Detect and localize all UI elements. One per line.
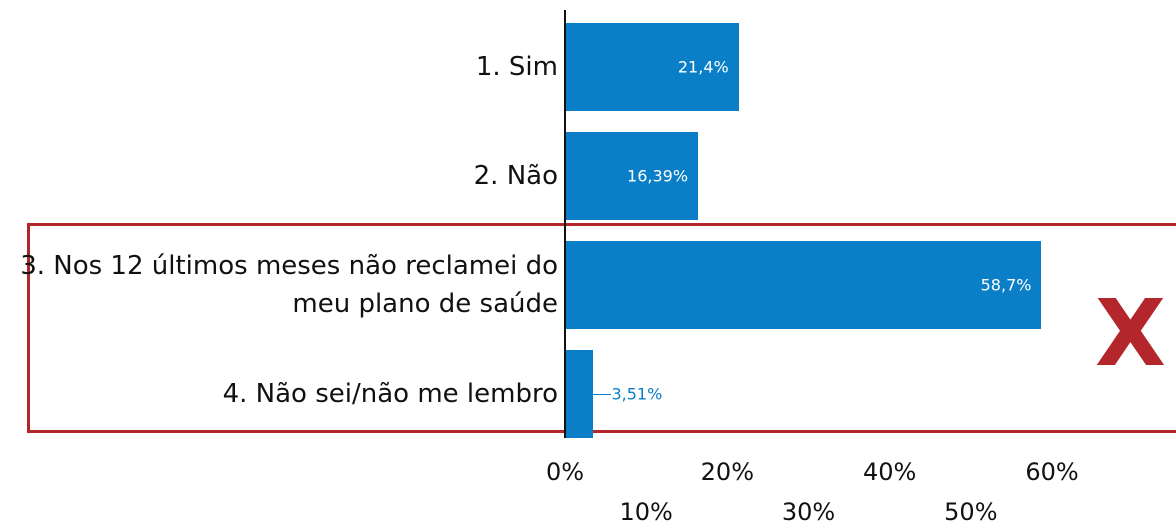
bar (565, 350, 594, 438)
x-tick-label: 20% (700, 458, 754, 486)
highlight-box (27, 223, 1176, 433)
bar (565, 241, 1042, 329)
value-label: 16,39% (627, 166, 689, 186)
bar (565, 23, 739, 111)
x-tick-label: 60% (1025, 458, 1079, 486)
y-axis-line (564, 10, 566, 438)
x-tick-label: 30% (781, 498, 836, 526)
x-tick-label: 10% (619, 498, 673, 526)
x-tick-label: 0% (545, 458, 585, 486)
category-label: 4. Não sei/não me lembro (222, 379, 558, 409)
value-label: 21,4% (677, 57, 729, 77)
annotation: X (1095, 280, 1166, 387)
category-label: 2. Não (473, 161, 558, 191)
x-tick-label: 50% (944, 498, 998, 526)
leader-line (593, 394, 612, 395)
bar (565, 132, 699, 220)
value-label: 58,7% (980, 275, 1032, 295)
category-label: 3. Nos 12 últimos meses não reclamei do … (20, 251, 558, 319)
x-tick-label: 40% (862, 458, 917, 486)
value-label: 3,51% (611, 384, 663, 404)
category-label: 1. Sim (475, 52, 558, 82)
